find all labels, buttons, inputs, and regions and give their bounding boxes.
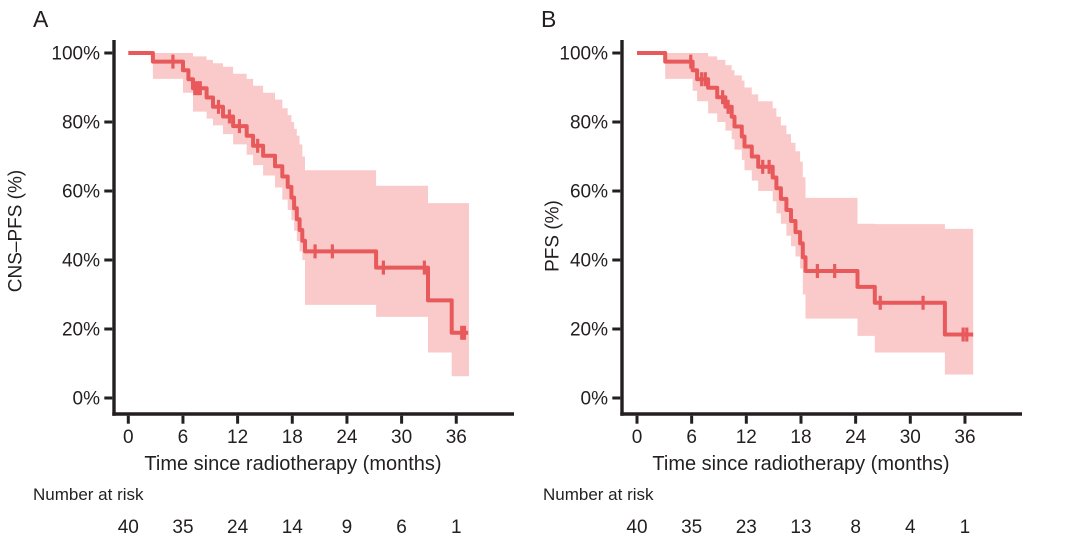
panel-a-label: A (33, 6, 49, 32)
risk-count: 40 (118, 517, 139, 538)
risk-count: 23 (736, 517, 757, 538)
y-tick-label: 100% (559, 44, 608, 65)
x-tick-label: 0 (632, 427, 643, 448)
risk-count: 35 (681, 517, 702, 538)
x-tick-label: 24 (845, 427, 867, 448)
x-tick-label: 12 (736, 427, 757, 448)
risk-count: 8 (850, 517, 861, 538)
risk-count: 9 (342, 517, 353, 538)
y-tick-label: 40% (570, 251, 608, 272)
y-tick-label: 40% (62, 251, 100, 272)
y-tick-label: 60% (62, 182, 100, 203)
km-plot-b: 0% 20% 40% 60% 80% 100% 0 40 6 35 12 23 18 13 24 8 30 4 36… (559, 40, 1022, 538)
panel-b-x-axis-title: Time since radiotherapy (months) (652, 453, 950, 475)
x-tick-label: 18 (790, 427, 811, 448)
panel-a-number-at-risk-label: Number at risk (33, 485, 144, 504)
x-tick-label: 18 (282, 427, 303, 448)
x-tick-label: 0 (123, 427, 134, 448)
risk-count: 4 (905, 517, 916, 538)
risk-count: 35 (172, 517, 193, 538)
risk-count: 40 (626, 517, 647, 538)
y-tick-label: 100% (51, 44, 100, 65)
x-tick-label: 6 (178, 427, 189, 448)
confidence-band (665, 53, 974, 375)
x-tick-label: 36 (954, 427, 975, 448)
y-tick-label: 0% (73, 389, 101, 410)
x-tick-label: 30 (391, 427, 412, 448)
x-tick-label: 24 (336, 427, 358, 448)
risk-count: 13 (790, 517, 811, 538)
km-curve (128, 51, 469, 335)
y-tick-label: 80% (62, 113, 100, 134)
panel-b-number-at-risk-label: Number at risk (543, 485, 654, 504)
y-tick-label: 20% (570, 320, 608, 341)
x-tick-label: 36 (446, 427, 467, 448)
panel-a-x-axis-title: Time since radiotherapy (months) (144, 453, 442, 475)
risk-count: 14 (282, 517, 304, 538)
y-tick-label: 20% (62, 320, 100, 341)
y-tick-label: 60% (570, 182, 608, 203)
risk-count: 1 (960, 517, 971, 538)
confidence-band (152, 53, 469, 377)
panel-b: B PFS (%) 0% 20% 40% 60% 80% 100% 0 40 6 35 12 23 18… (540, 0, 1080, 551)
risk-count: 24 (227, 517, 249, 538)
y-tick-label: 80% (570, 113, 608, 134)
x-tick-label: 12 (227, 427, 248, 448)
panel-a: A CNS–PFS (%) 0% 20% 40% 60% 80% 100% 0 40 6 35 12… (6, 6, 514, 538)
km-curve (637, 51, 974, 337)
risk-count: 1 (451, 517, 462, 538)
x-tick-label: 6 (686, 427, 697, 448)
km-plot-a: 0% 20% 40% 60% 80% 100% 0 40 6 35 12 24 18 14 24 9 30 6 36… (51, 40, 514, 538)
risk-count: 6 (396, 517, 407, 538)
x-tick-label: 30 (900, 427, 921, 448)
panel-b-label: B (541, 6, 557, 32)
y-tick-label: 0% (581, 389, 609, 410)
